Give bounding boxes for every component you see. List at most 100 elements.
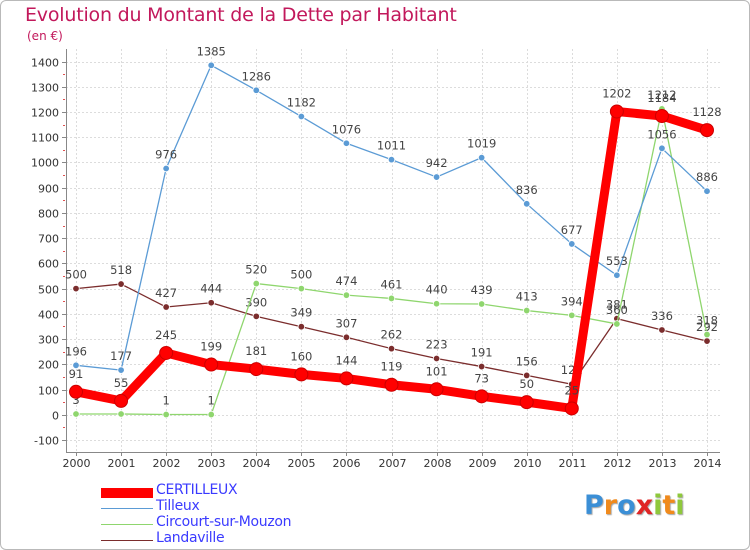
data-label-certilleux: 144 [335,353,357,367]
data-point-circourt-sur-mouzon [342,291,351,299]
data-point-circourt-sur-mouzon [162,410,170,419]
y-tick-label: 600 [38,258,59,271]
legend-label-certilleux: CERTILLEUX [156,482,238,498]
data-label-landaville: 336 [651,309,673,323]
x-tick-label: 2011 [559,457,587,470]
x-tick-label: 2000 [63,457,91,470]
data-label-tilleux: 1019 [467,137,496,151]
data-point-landaville [297,323,306,331]
data-point-landaville [387,344,396,353]
data-label-certilleux: 50 [519,377,534,391]
y-tick-label: 900 [38,183,59,196]
data-label-tilleux: 177 [110,349,132,363]
data-point-tilleux [72,361,80,370]
proxiti-logo-letter: i [653,490,663,521]
data-label-tilleux: 677 [561,223,583,237]
data-label-tilleux: 1056 [647,127,676,141]
data-point-tilleux [252,86,260,94]
data-point-circourt-sur-mouzon [477,300,486,308]
data-point-circourt-sur-mouzon [613,320,621,328]
data-label-certilleux: 181 [245,344,267,358]
y-tick-label: 500 [38,284,59,297]
data-point-certilleux [204,357,219,372]
data-label-tilleux: 942 [426,156,448,170]
data-point-circourt-sur-mouzon [703,330,711,339]
x-tick-label: 2013 [649,457,677,470]
data-point-landaville [432,354,441,363]
data-point-tilleux [613,271,621,279]
y-tick-label: 1200 [31,107,59,120]
data-point-landaville [252,312,260,321]
data-label-tilleux: 1182 [287,96,316,110]
data-label-circourt-sur-mouzon: 413 [516,290,538,304]
data-label-landaville: 349 [290,306,312,320]
data-label-circourt-sur-mouzon: 318 [696,314,718,328]
x-tick-label: 2008 [424,457,452,470]
legend-label-circourt-sur-mouzon: Circourt-sur-Mouzon [156,514,292,530]
data-label-circourt-sur-mouzon: 360 [606,303,628,317]
data-label-landaville: 518 [110,263,132,277]
data-point-tilleux [477,153,486,162]
data-point-circourt-sur-mouzon [523,306,531,315]
data-point-tilleux [387,155,396,164]
legend-swatch-circourt-sur-mouzon [101,524,153,525]
proxiti-logo-letter: x [635,490,654,521]
data-label-certilleux: 91 [69,367,84,381]
x-tick-label: 2012 [604,457,632,470]
chart-subtitle: (en €) [27,29,63,43]
x-tick-label: 2010 [514,457,542,470]
data-label-tilleux: 1076 [332,122,361,136]
data-point-circourt-sur-mouzon [568,311,576,320]
data-point-tilleux [568,240,576,248]
data-label-landaville: 444 [200,282,222,296]
data-point-landaville [658,326,666,334]
proxiti-logo: Proxiti [584,490,685,521]
data-label-tilleux: 836 [516,183,538,197]
proxiti-logo-letter: r [603,490,618,521]
data-point-certilleux [654,109,669,124]
data-point-tilleux [162,164,170,173]
y-tick-label: 700 [38,233,59,246]
legend-swatch-certilleux [101,488,153,498]
data-point-certilleux [609,104,624,119]
x-tick-label: 2003 [198,457,226,470]
data-point-circourt-sur-mouzon [72,410,80,418]
data-label-circourt-sur-mouzon: 520 [245,263,267,277]
y-tick-label: 300 [38,334,59,347]
data-label-circourt-sur-mouzon: 461 [381,277,403,291]
data-point-tilleux [117,366,125,374]
data-point-certilleux [249,362,264,377]
data-label-circourt-sur-mouzon: 394 [561,294,583,308]
chart-title: Evolution du Montant de la Dette par Hab… [25,4,457,26]
data-label-circourt-sur-mouzon: 1212 [647,88,676,102]
y-tick-label: -100 [34,435,59,448]
data-label-circourt-sur-mouzon: 1 [162,394,169,408]
data-label-circourt-sur-mouzon: 440 [426,283,448,297]
proxiti-logo-letter: o [617,490,636,521]
data-label-certilleux: 101 [426,364,448,378]
data-point-landaville [477,362,486,371]
y-tick-label: 0 [52,410,59,423]
x-tick-label: 2004 [243,457,271,470]
data-label-tilleux: 196 [65,344,87,358]
data-label-certilleux: 73 [474,371,489,385]
data-point-landaville [117,280,125,288]
data-point-tilleux [658,144,666,153]
x-tick-label: 2002 [153,457,181,470]
data-point-tilleux [703,187,711,195]
data-label-circourt-sur-mouzon: 3 [72,393,79,407]
data-label-landaville: 191 [471,346,493,360]
data-label-landaville: 262 [381,328,403,342]
data-label-certilleux: 1128 [692,105,721,119]
y-tick-label: 1000 [31,157,59,170]
data-label-certilleux: 55 [114,376,129,390]
data-label-circourt-sur-mouzon: 474 [335,274,357,288]
data-label-certilleux: 1202 [602,86,631,100]
x-tick-label: 2005 [288,457,316,470]
proxiti-logo-letter: t [662,490,676,521]
data-point-certilleux [564,401,579,416]
data-label-certilleux: 25 [564,383,579,397]
data-label-certilleux: 199 [200,340,222,354]
